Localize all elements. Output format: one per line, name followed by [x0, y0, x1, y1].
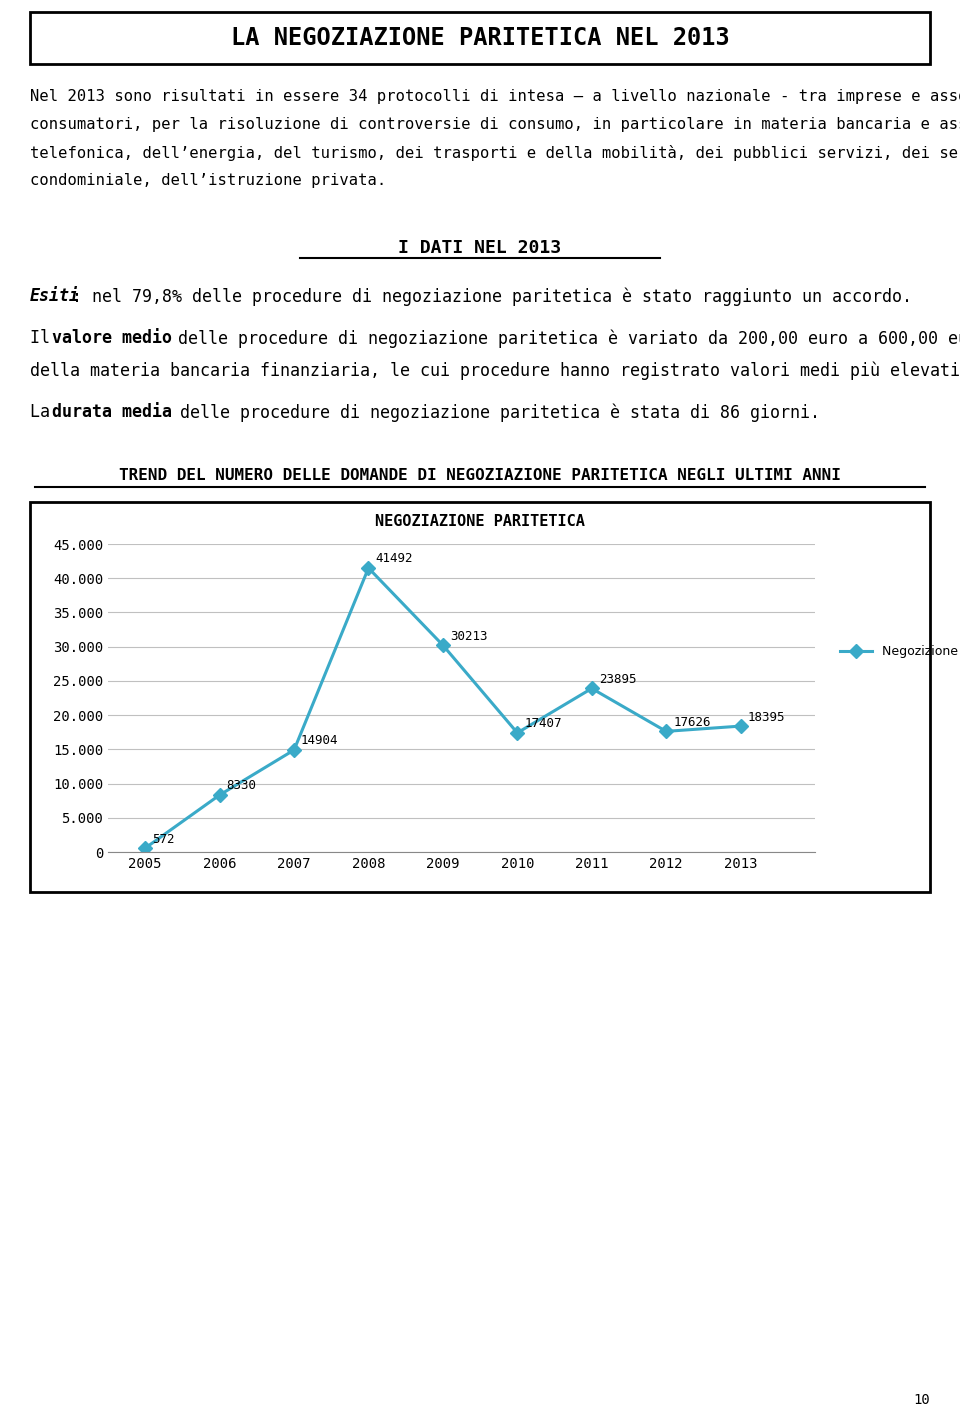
Text: 10: 10: [913, 1394, 930, 1406]
FancyBboxPatch shape: [30, 11, 930, 64]
Text: durata media: durata media: [52, 403, 172, 420]
FancyBboxPatch shape: [30, 502, 930, 892]
Text: 14904: 14904: [301, 734, 339, 748]
Text: delle procedure di negoziazione paritetica è stata di 86 giorni.: delle procedure di negoziazione pariteti…: [170, 403, 820, 422]
Text: condominiale, dell’istruzione privata.: condominiale, dell’istruzione privata.: [30, 172, 386, 188]
Line: Negozizione paritetica: Negozizione paritetica: [140, 563, 746, 854]
Negozizione paritetica: [363, 560, 374, 577]
Text: telefonica, dell’energia, del turismo, dei trasporti e della mobilità, dei pubbl: telefonica, dell’energia, del turismo, d…: [30, 145, 960, 161]
Negozizione paritetica: [288, 741, 300, 758]
Text: : nel 79,8% delle procedure di negoziazione paritetica è stato raggiunto un acco: : nel 79,8% delle procedure di negoziazi…: [72, 286, 912, 305]
Text: 23895: 23895: [599, 673, 636, 685]
Text: 41492: 41492: [375, 553, 413, 566]
Text: 17626: 17626: [673, 715, 710, 728]
Negozizione paritetica: [139, 839, 151, 856]
Text: 30213: 30213: [450, 630, 488, 643]
Text: delle procedure di negoziazione paritetica è variato da 200,00 euro a 600,00 eur: delle procedure di negoziazione pariteti…: [168, 329, 960, 348]
Text: La: La: [30, 403, 60, 420]
Negozizione paritetica: [586, 680, 597, 697]
Negozizione paritetica: [512, 724, 523, 741]
Text: della materia bancaria finanziaria, le cui procedure hanno registrato valori med: della materia bancaria finanziaria, le c…: [30, 361, 960, 379]
Text: 8330: 8330: [227, 779, 256, 792]
Text: Il: Il: [30, 329, 60, 348]
Text: TREND DEL NUMERO DELLE DOMANDE DI NEGOZIAZIONE PARITETICA NEGLI ULTIMI ANNI: TREND DEL NUMERO DELLE DOMANDE DI NEGOZI…: [119, 467, 841, 483]
Negozizione paritetica: [437, 637, 448, 654]
Text: I DATI NEL 2013: I DATI NEL 2013: [398, 239, 562, 256]
Text: 572: 572: [152, 832, 175, 845]
Text: 18395: 18395: [748, 711, 785, 724]
Text: LA NEGOZIAZIONE PARITETICA NEL 2013: LA NEGOZIAZIONE PARITETICA NEL 2013: [230, 26, 730, 50]
Text: valore medio: valore medio: [52, 329, 172, 348]
Text: 17407: 17407: [524, 717, 562, 730]
Text: consumatori, per la risoluzione di controversie di consumo, in particolare in ma: consumatori, per la risoluzione di contr…: [30, 117, 960, 133]
Text: Nel 2013 sono risultati in essere 34 protocolli di intesa – a livello nazionale : Nel 2013 sono risultati in essere 34 pro…: [30, 88, 960, 104]
Negozizione paritetica: [734, 718, 746, 735]
Text: NEGOZIAZIONE PARITETICA: NEGOZIAZIONE PARITETICA: [375, 514, 585, 529]
Text: Esiti: Esiti: [30, 286, 80, 305]
Negozizione paritetica: [660, 722, 672, 740]
Legend: Negozizione paritetica: Negozizione paritetica: [835, 640, 960, 663]
Negozizione paritetica: [214, 787, 226, 804]
